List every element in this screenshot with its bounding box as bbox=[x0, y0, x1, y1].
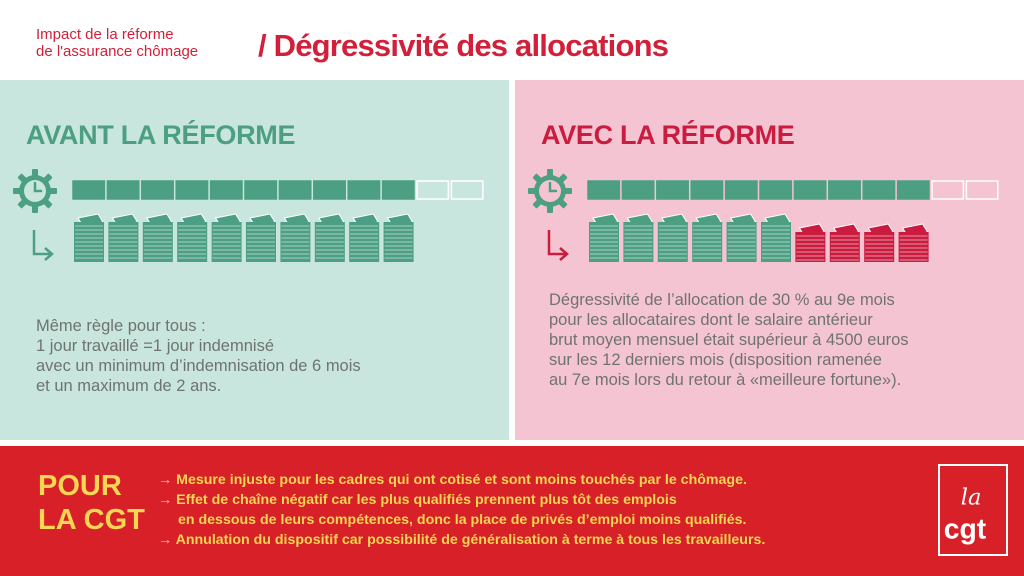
money-stack-icon bbox=[589, 213, 619, 262]
cgt-logo: la cgt bbox=[938, 464, 1008, 556]
duration-month-filled bbox=[209, 180, 243, 200]
footer-label: POUR LA CGT bbox=[38, 469, 145, 537]
duration-month-filled bbox=[862, 180, 896, 200]
header: Impact de la réforme de l'assurance chôm… bbox=[0, 0, 1024, 78]
panel-heading-before: AVANT LA RÉFORME bbox=[26, 120, 296, 150]
duration-month-filled bbox=[347, 180, 381, 200]
duration-month-empty bbox=[931, 180, 965, 200]
money-stack-icon bbox=[314, 213, 345, 262]
money-stack-icon bbox=[761, 213, 791, 262]
panel-heading-with: AVEC LA RÉFORME bbox=[541, 120, 795, 150]
arrow-icon bbox=[547, 230, 569, 261]
money-stack-icon bbox=[623, 213, 654, 262]
page-title: / Dégressivité des allocations bbox=[258, 28, 669, 63]
text-line: 1 jour travaillé =1 jour indemnisé bbox=[36, 337, 275, 355]
duration-month-empty bbox=[416, 180, 450, 200]
money-stack-icon bbox=[246, 213, 276, 262]
text-line: avec un minimum d’indemnisation de 6 moi… bbox=[36, 357, 361, 375]
footer-point-continuation: en dessous de leurs compétences, donc la… bbox=[158, 510, 918, 530]
arrow-icon bbox=[32, 230, 54, 261]
duration-month-filled bbox=[690, 180, 724, 200]
duration-month-filled bbox=[381, 180, 415, 200]
text-line: Dégressivité de l’allocation de 30 % au … bbox=[549, 291, 895, 309]
duration-month-filled bbox=[72, 180, 106, 200]
duration-month-filled bbox=[724, 180, 758, 200]
footer-point: → Mesure injuste pour les cadres qui ont… bbox=[158, 472, 747, 488]
money-stack-icon bbox=[74, 213, 104, 262]
money-stack-icon bbox=[657, 213, 688, 262]
duration-bar bbox=[587, 180, 999, 200]
money-stack-icon bbox=[280, 213, 311, 262]
duration-month-filled bbox=[278, 180, 312, 200]
duration-month-filled bbox=[587, 180, 621, 200]
duration-month-empty bbox=[450, 180, 484, 200]
panel-before-reform: AVANT LA RÉFORME Même règle pour tous : … bbox=[0, 80, 509, 440]
footer-points: → Mesure injuste pour les cadres qui ont… bbox=[158, 470, 918, 550]
footer-label-line1: POUR bbox=[38, 470, 122, 502]
footer-point: → Effet de chaîne négatif car les plus q… bbox=[158, 492, 677, 508]
money-stack-reduced-icon bbox=[795, 223, 826, 262]
header-subtitle: Impact de la réforme de l'assurance chôm… bbox=[36, 26, 246, 60]
money-stack-reduced-icon bbox=[829, 223, 860, 262]
money-stack-icon bbox=[726, 213, 757, 262]
text-line: brut moyen mensuel était supérieur à 450… bbox=[549, 331, 909, 349]
duration-month-filled bbox=[793, 180, 827, 200]
money-stack-icon bbox=[142, 213, 173, 262]
panel-with-reform: AVEC LA RÉFORME Dégressivité de l’alloca… bbox=[515, 80, 1024, 440]
allowance-stacks bbox=[589, 213, 929, 262]
clock-gear-icon bbox=[13, 169, 57, 213]
header-subtitle-line1: Impact de la réforme bbox=[36, 26, 174, 43]
text-line: sur les 12 derniers mois (disposition ra… bbox=[549, 351, 882, 369]
money-stack-icon bbox=[349, 213, 380, 262]
duration-month-filled bbox=[313, 180, 346, 200]
header-subtitle-line2: de l'assurance chômage bbox=[36, 43, 199, 60]
money-stack-reduced-icon bbox=[898, 223, 929, 262]
money-stack-icon bbox=[108, 213, 139, 262]
text-line: pour les allocataires dont le salaire an… bbox=[549, 311, 873, 329]
duration-month-empty bbox=[965, 180, 999, 200]
duration-month-filled bbox=[621, 180, 655, 200]
text-line: et un maximum de 2 ans. bbox=[36, 377, 222, 395]
duration-month-filled bbox=[828, 180, 861, 200]
text-line: au 7e mois lors du retour à «meilleure f… bbox=[549, 371, 902, 389]
allowance-stacks bbox=[74, 213, 414, 262]
logo-text-top: la bbox=[961, 484, 982, 510]
text-line: Même règle pour tous : bbox=[36, 317, 206, 335]
panel-text-with: Dégressivité de l’allocation de 30 % au … bbox=[549, 290, 1009, 390]
duration-month-filled bbox=[244, 180, 278, 200]
money-stack-reduced-icon bbox=[864, 223, 895, 262]
duration-month-filled bbox=[759, 180, 793, 200]
footer-point-continuation-text: en dessous de leurs compétences, donc la… bbox=[178, 512, 747, 528]
money-stack-icon bbox=[692, 213, 723, 262]
duration-month-filled bbox=[175, 180, 209, 200]
clock-gear-icon bbox=[528, 169, 572, 213]
duration-month-filled bbox=[141, 180, 174, 200]
duration-month-filled bbox=[896, 180, 930, 200]
logo-text-bottom: cgt bbox=[944, 512, 987, 544]
footer-point: → Annulation du dispositif car possibili… bbox=[158, 532, 766, 548]
duration-bar bbox=[72, 180, 484, 200]
panel-text-before: Même règle pour tous : 1 jour travaillé … bbox=[36, 316, 456, 396]
footer-cgt-position: POUR LA CGT → Mesure injuste pour les ca… bbox=[0, 446, 1024, 576]
money-stack-icon bbox=[383, 213, 414, 262]
duration-month-filled bbox=[656, 180, 689, 200]
money-stack-icon bbox=[177, 213, 208, 262]
footer-label-line2: LA CGT bbox=[38, 504, 145, 536]
duration-month-filled bbox=[106, 180, 140, 200]
money-stack-icon bbox=[211, 213, 242, 262]
